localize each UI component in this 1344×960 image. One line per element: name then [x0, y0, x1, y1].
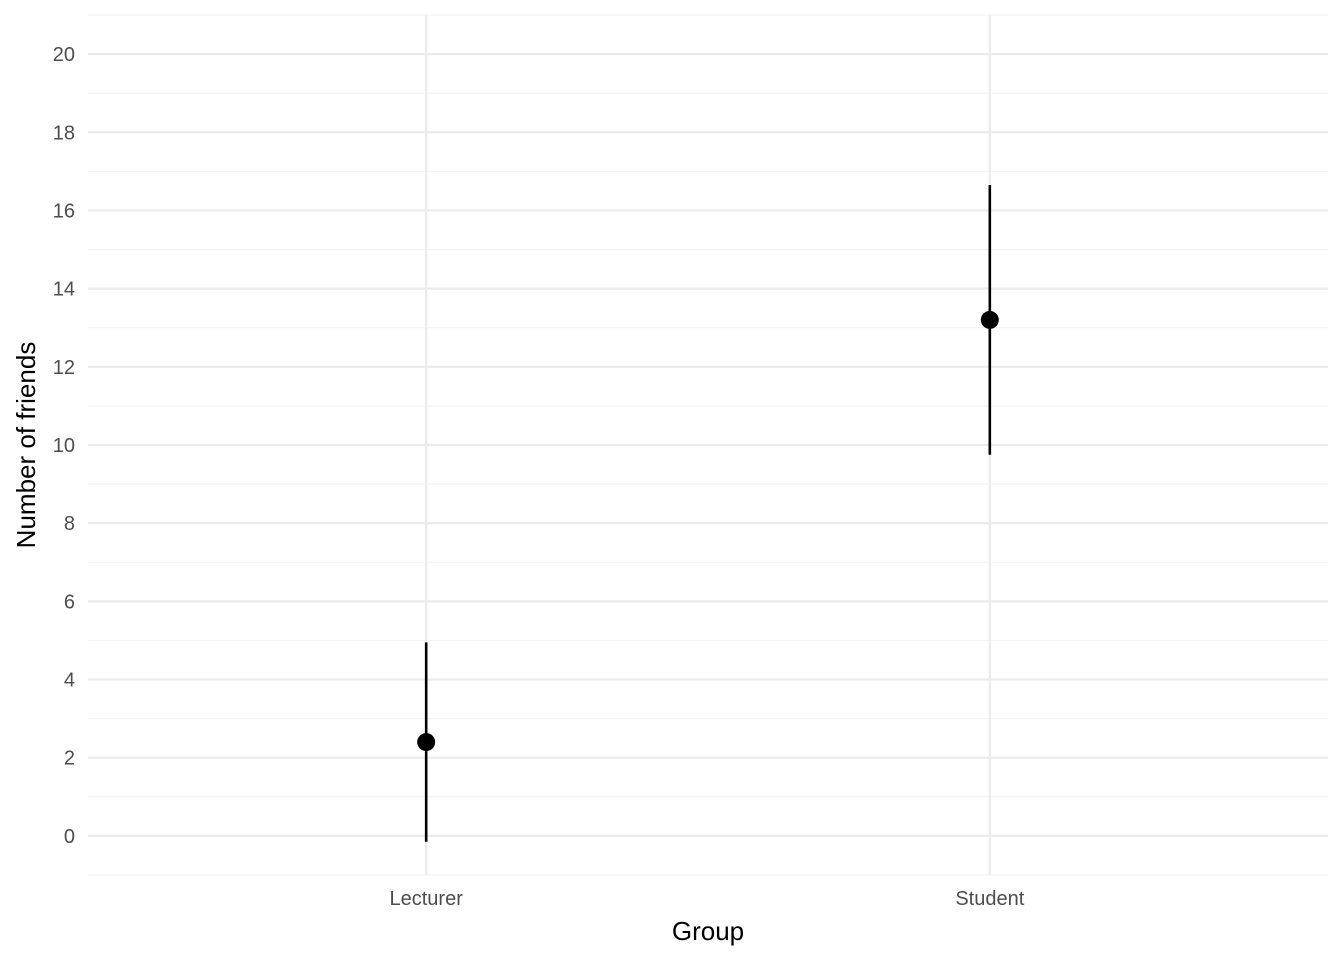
x-axis-title: Group [672, 916, 744, 946]
data-point [980, 310, 999, 329]
y-tick-label: 2 [64, 748, 75, 770]
y-tick-label: 14 [53, 279, 75, 301]
grid [88, 14, 1328, 876]
y-tick-label: 0 [64, 826, 75, 848]
data-point [417, 733, 436, 752]
y-tick-label: 20 [53, 44, 75, 66]
y-tick-label: 6 [64, 591, 75, 613]
y-tick-label: 10 [53, 435, 75, 457]
y-axis-title: Number of friends [11, 342, 41, 549]
data-marks [417, 185, 999, 842]
y-tick-label: 16 [53, 200, 75, 222]
y-tick-label: 4 [64, 670, 75, 692]
y-tick-label: 8 [64, 513, 75, 535]
x-tick-label: Lecturer [389, 888, 463, 910]
y-tick-label: 18 [53, 122, 75, 144]
x-tick-label: Student [955, 888, 1024, 910]
y-tick-labels: 0 2 4 6 8 10 12 14 16 18 20 [53, 44, 75, 848]
x-tick-labels: Lecturer Student [389, 888, 1024, 910]
y-tick-label: 12 [53, 357, 75, 379]
